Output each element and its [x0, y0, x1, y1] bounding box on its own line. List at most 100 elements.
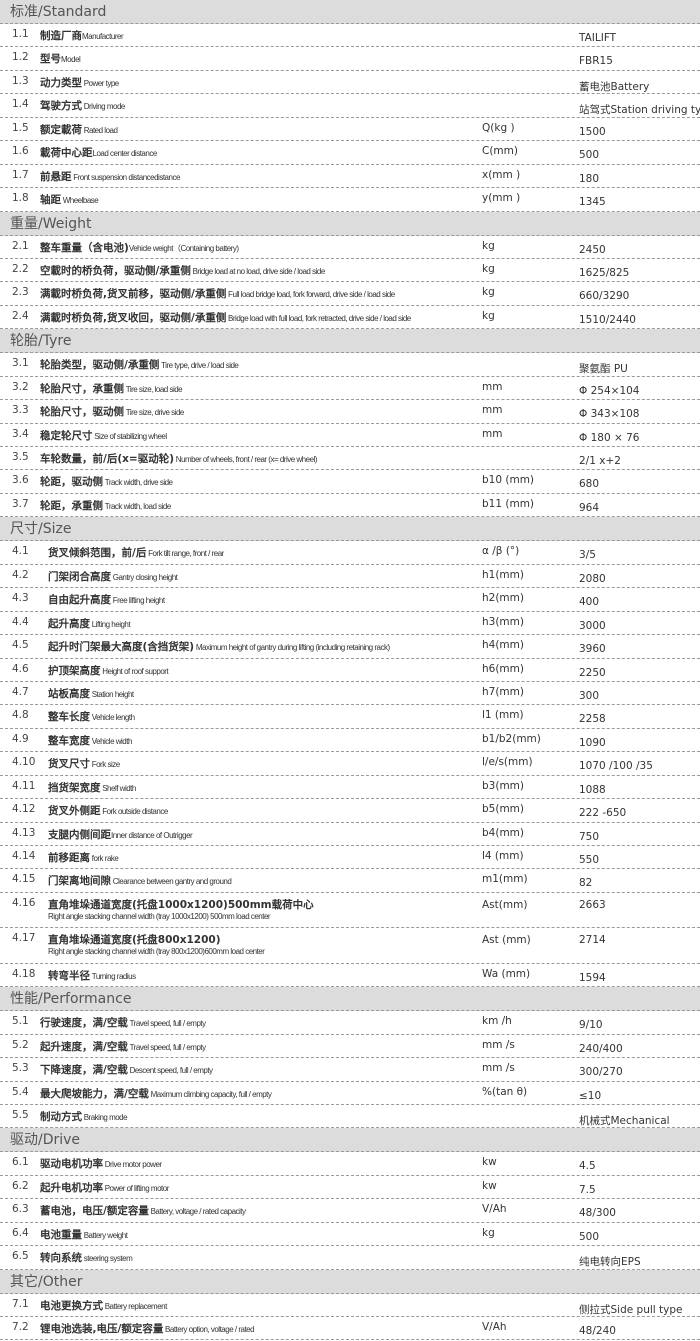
- row-unit: b5(mm): [482, 803, 524, 816]
- label-chinese: 前移距离: [48, 852, 90, 864]
- row-unit: Ast(mm): [482, 898, 528, 911]
- row-unit: b4(mm): [482, 826, 524, 839]
- table-row: 7.1 电池更换方式 Battery replacement 侧拉式Side pul…: [0, 1294, 700, 1317]
- table-row: 5.2 起升速度，满/空载 Travel speed, full / empty m…: [0, 1035, 700, 1059]
- row-unit: l1 (mm): [482, 709, 524, 722]
- label-chinese: 整车重量（含电池): [40, 241, 129, 254]
- table-row: 6.4 电池重量 Battery weight kg 500: [0, 1223, 700, 1247]
- section-header: 其它/Other: [0, 1269, 700, 1294]
- label-english: Height of roof support: [100, 666, 169, 676]
- row-value: 82: [579, 877, 593, 890]
- table-row: 1.1 制造厂商Manufacturer TAILIFT: [0, 24, 700, 48]
- row-label: 电池更换方式 Battery replacement: [40, 1298, 167, 1313]
- row-unit: V/Ah: [482, 1203, 507, 1216]
- label-english: Lifting height: [90, 619, 131, 629]
- row-number: 4.10: [12, 756, 36, 769]
- row-unit: l4 (mm): [482, 850, 524, 862]
- row-number: 4.17: [12, 932, 36, 945]
- row-value: 180: [579, 172, 600, 185]
- row-number: 4.13: [12, 826, 36, 839]
- row-unit: kg: [482, 286, 495, 299]
- row-unit: kw: [482, 1179, 497, 1192]
- row-label: 轮胎尺寸，承重侧 Tire size, load side: [40, 381, 183, 396]
- section-header: 轮胎/Tyre: [0, 329, 700, 354]
- row-number: 4.18: [12, 967, 36, 980]
- label-english: Manufacturer: [82, 32, 124, 41]
- row-value: 2663: [579, 898, 606, 911]
- table-row: 4.17 直角堆垛通道宽度(托盘800x1200) Right angle stac…: [0, 928, 700, 964]
- row-value: 1510/2440: [579, 313, 636, 326]
- row-number: 3.2: [12, 380, 29, 393]
- label-english: Station height: [90, 689, 134, 699]
- row-label: 驱动电机功率 Drive motor power: [40, 1156, 162, 1171]
- row-value: Φ 180 × 76: [579, 431, 640, 444]
- table-row: 4.16 直角堆垛通道宽度(托盘1000x1200)500mm载荷中心 Right …: [0, 893, 700, 929]
- label-english: Fork size: [90, 760, 120, 770]
- label-chinese: 制动方式: [40, 1110, 82, 1123]
- label-english: Fork outside distance: [100, 807, 168, 817]
- label-chinese: 货叉外侧距: [48, 805, 101, 818]
- label-english: Tire size, drive side: [124, 408, 185, 418]
- row-number: 1.5: [12, 121, 29, 134]
- row-number: 4.2: [12, 568, 29, 581]
- row-number: 4.3: [12, 592, 29, 605]
- label-english: Power of lifting motor: [103, 1183, 170, 1193]
- label-chinese: 满載时桥负荷,货叉收回，驱动侧/承重侧: [40, 311, 227, 324]
- label-chinese: 起升高度: [48, 617, 90, 630]
- row-number: 4.8: [12, 709, 29, 722]
- row-value: 机械式Mechanical: [579, 1114, 670, 1127]
- section-header: 重量/Weight: [0, 211, 700, 236]
- label-english: Clearance between gantry and ground: [111, 877, 232, 887]
- label-chinese: 门架离地间隙: [48, 875, 111, 888]
- row-label: 挡货架宽度 Shelf width: [48, 780, 136, 795]
- row-unit: b10 (mm): [482, 474, 535, 487]
- row-label: 支腿内侧间距Inner distance of Outrigger: [48, 827, 193, 842]
- table-row: 2.1 整车重量（含电池)Vehicle weight（Containing ba…: [0, 236, 700, 259]
- row-unit: x(mm ): [482, 168, 521, 181]
- table-row: 6.2 起升电机功率 Power of lifting motor kw 7.5: [0, 1176, 700, 1200]
- row-unit: h7(mm): [482, 685, 524, 698]
- row-unit: b1/b2(mm): [482, 732, 541, 745]
- label-english: Drive motor power: [103, 1160, 162, 1170]
- table-row: 4.8 整车长度 Vehicle length l1 (mm) 2258: [0, 705, 700, 729]
- label-chinese: 自由起升高度: [48, 594, 111, 607]
- row-number: 5.5: [12, 1108, 29, 1121]
- row-number: 6.3: [12, 1203, 29, 1216]
- row-label: 最大爬坡能力，满/空载 Maximum climbing capacity, f…: [40, 1086, 272, 1101]
- label-chinese: 动力类型: [40, 76, 82, 89]
- row-label: 站板高度 Station height: [48, 686, 134, 701]
- table-row: 1.2 型号Model FBR15: [0, 47, 700, 71]
- label-english: Braking mode: [82, 1112, 128, 1122]
- row-value: 660/3290: [579, 290, 630, 303]
- row-value: 1090: [579, 736, 606, 749]
- row-label: 起升时门架最大高度(含挡货架) Maximum height of gantry…: [48, 639, 390, 654]
- label-chinese: 起升电机功率: [40, 1181, 103, 1194]
- label-chinese: 转向系统: [40, 1252, 82, 1265]
- label-chinese: 起升时门架最大高度(含挡货架): [48, 641, 195, 654]
- row-value: 500: [579, 149, 600, 162]
- row-value: 750: [579, 830, 600, 843]
- table-row: 4.7 站板高度 Station height h7(mm) 300: [0, 682, 700, 706]
- row-label: 转弯半径 Turning radius: [48, 968, 136, 983]
- label-chinese: 挡货架宽度: [48, 781, 101, 794]
- label-english: Load center distance: [92, 149, 158, 159]
- row-label: 下降速度，满/空载 Descent speed, full / empty: [40, 1062, 213, 1077]
- row-label: 货叉倾斜范围，前/后 Fork tilt range, front / rear: [48, 545, 224, 560]
- label-chinese: 电池重量: [40, 1228, 82, 1241]
- table-row: 4.9 整车宽度 Vehicle width b1/b2(mm) 1090: [0, 729, 700, 753]
- label-english-secondary: Right angle stacking channel width (tray…: [48, 947, 265, 957]
- row-unit: km /h: [482, 1015, 512, 1028]
- row-label: 货叉尺寸 Fork size: [48, 756, 120, 771]
- row-unit: m1(mm): [482, 873, 528, 886]
- row-number: 4.9: [12, 732, 29, 745]
- row-label: 行驶速度，满/空载 Travel speed, full / empty: [40, 1015, 206, 1030]
- label-chinese: 整车宽度: [48, 734, 90, 747]
- label-english: Maximum height of gantry during lifting …: [194, 643, 390, 653]
- label-chinese: 直角堆垛通道宽度(托盘1000x1200)500mm载荷中心: [48, 898, 314, 911]
- label-english: Gantry closing height: [111, 572, 178, 582]
- row-number: 2.3: [12, 286, 29, 299]
- label-chinese: 轮胎尺寸，承重侧: [40, 382, 124, 395]
- row-unit: Wa (mm): [482, 967, 531, 980]
- row-label: 满載时桥负荷,货叉前移，驱动侧/承重侧 Full load bridge loa…: [40, 286, 395, 301]
